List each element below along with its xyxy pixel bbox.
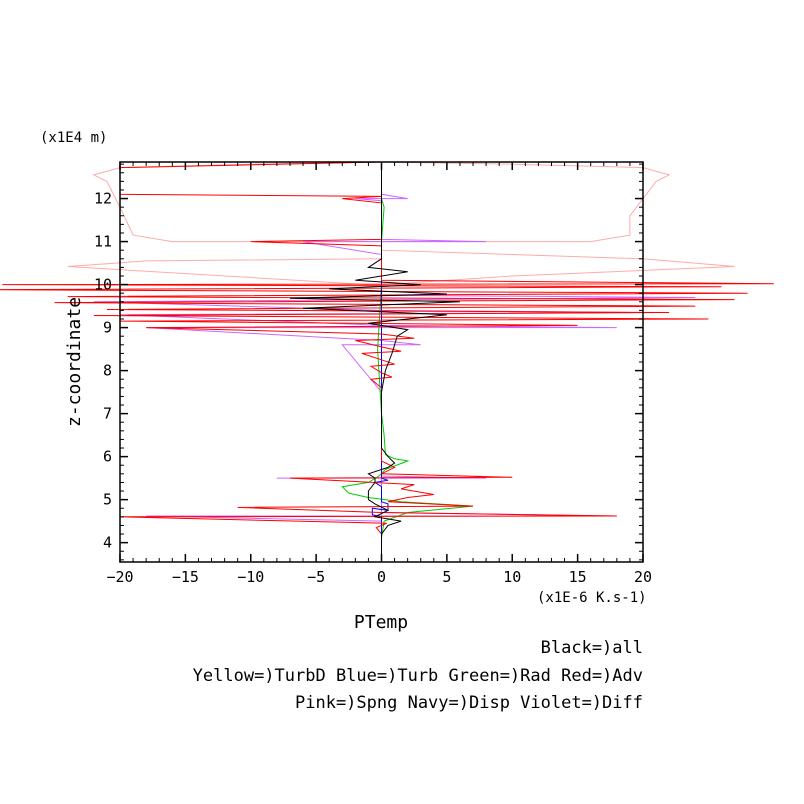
x-tick-label: 5	[442, 568, 451, 586]
x-unit-label: (x1E-6 K.s-1)	[537, 590, 647, 606]
x-tick-label: −10	[237, 568, 264, 586]
y-tick-label: 7	[103, 405, 112, 423]
y-tick-label: 8	[103, 362, 112, 380]
legend-line-2: Yellow=)TurbD Blue=)Turb Green=)Rad Red=…	[193, 666, 643, 686]
y-tick-label: 11	[94, 233, 112, 251]
x-tick-label: 0	[377, 568, 386, 586]
x-tick-label: −15	[172, 568, 199, 586]
series-line-turb	[371, 162, 389, 562]
series-line-rad	[341, 162, 474, 562]
series-layer	[0, 162, 774, 562]
y-tick-label: 12	[94, 190, 112, 208]
y-tick-label: 4	[103, 534, 112, 552]
y-tick-label: 10	[94, 276, 112, 294]
y-tick-label: 6	[103, 448, 112, 466]
tick-layer: −20 −15 −10 −5 0 5 10 15 20 4 5 6 7 8 9 10 11 12	[94, 162, 652, 586]
series-line-adv	[0, 162, 774, 562]
x-axis-title: PTemp	[354, 612, 408, 633]
legend-line-3: Pink=)Spng Navy=)Disp Violet=)Diff	[295, 693, 643, 713]
y-axis-title: z-coordinate	[64, 297, 85, 427]
y-tick-label: 9	[103, 319, 112, 337]
x-tick-label: 15	[569, 568, 587, 586]
series-line-all	[289, 162, 460, 562]
x-tick-label: −5	[307, 568, 325, 586]
x-tick-label: 20	[634, 568, 652, 586]
x-tick-label: −20	[106, 568, 133, 586]
x-tick-label: 10	[503, 568, 521, 586]
legend-line-1: Black=)all	[541, 638, 643, 658]
y-unit-label: (x1E4 m)	[40, 130, 107, 146]
y-tick-label: 5	[103, 491, 112, 509]
